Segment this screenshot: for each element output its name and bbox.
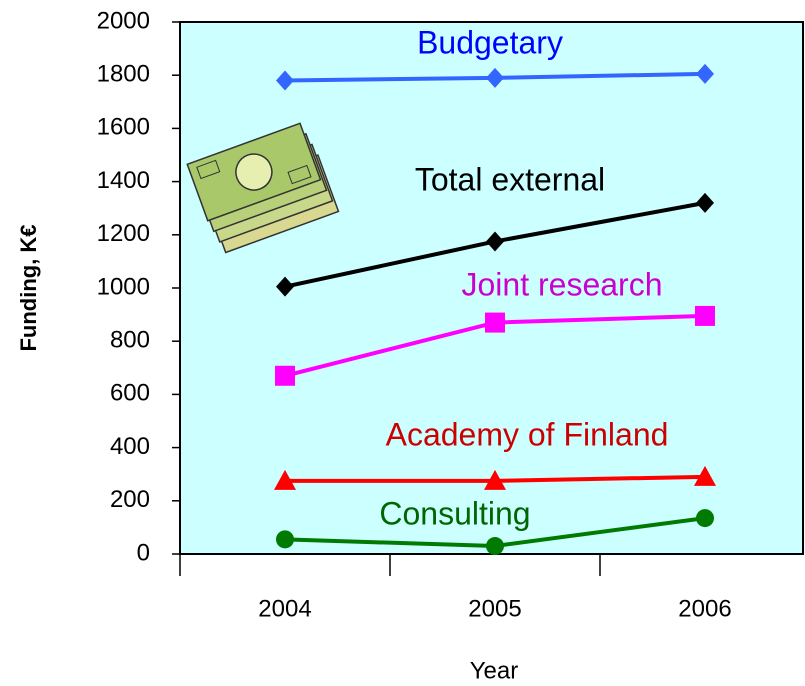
money-icon [186,122,340,254]
marker [696,509,714,528]
marker [276,276,294,297]
marker [485,312,505,333]
marker [274,469,296,490]
x-tick-label: 2004 [258,595,311,622]
y-tick-label: 200 [110,486,150,513]
y-tick-label: 1600 [97,114,150,141]
marker [275,365,295,386]
y-tick-label: 1800 [97,61,150,88]
marker [694,465,716,486]
y-tick-label: 1400 [97,167,150,194]
marker [484,469,506,490]
marker [696,63,714,84]
x-tick-label: 2005 [468,595,521,622]
marker [696,192,714,213]
marker [486,67,504,88]
series-label: Consulting [379,495,530,531]
series-label: Joint research [462,266,663,302]
marker [486,537,504,556]
y-tick-label: 1000 [97,273,150,300]
marker [695,305,715,326]
marker [276,70,294,91]
y-tick-label: 600 [110,380,150,407]
y-tick-label: 0 [137,539,150,566]
y-tick-label: 1200 [97,220,150,247]
series-label: Budgetary [417,24,563,60]
x-axis-label: Year [470,657,519,684]
x-tick-label: 2006 [678,595,731,622]
series-label: Academy of Finland [386,416,669,452]
y-tick-label: 2000 [97,7,150,34]
marker [486,231,504,252]
series-label: Total external [415,161,605,197]
y-axis-label: Funding, K€ [16,224,41,351]
y-tick-label: 400 [110,433,150,460]
marker [276,530,294,549]
y-tick-label: 800 [110,327,150,354]
